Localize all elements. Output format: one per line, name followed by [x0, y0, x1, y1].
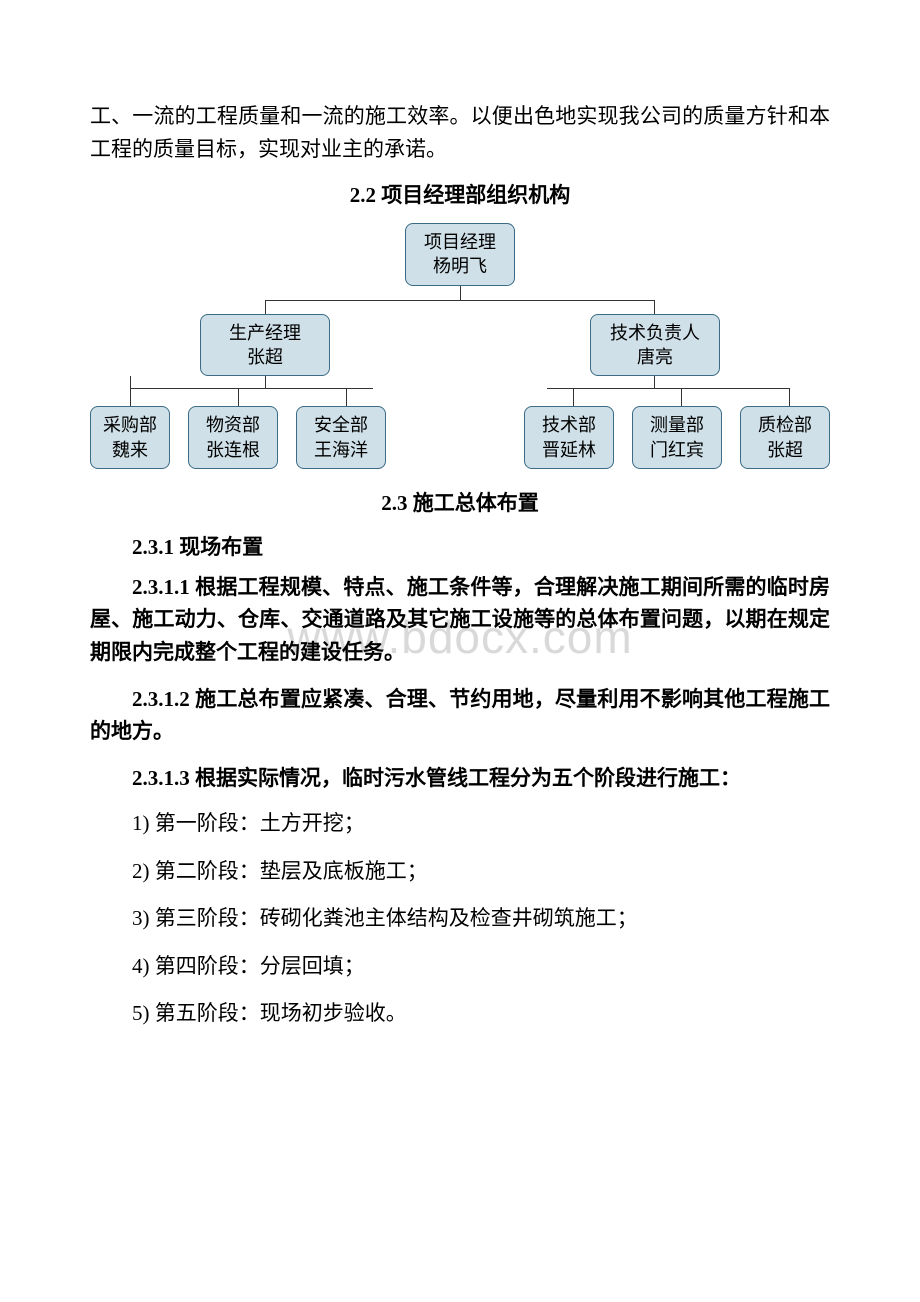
stage-item: 3) 第三阶段：砖砌化粪池主体结构及检查井砌筑施工；: [90, 903, 830, 935]
org-node-name: 门红宾: [637, 438, 717, 462]
org-connector: [90, 376, 830, 406]
para-2-3-1-3: 2.3.1.3 根据实际情况，临时污水管线工程分为五个阶段进行施工：: [90, 762, 830, 795]
section-2-2-title: 2.2 项目经理部组织机构: [90, 179, 830, 209]
org-node-leaf: 物资部 张连根: [188, 406, 278, 469]
org-node-leaf: 测量部 门红宾: [632, 406, 722, 469]
document-content: 工、一流的工程质量和一流的施工效率。以便出色地实现我公司的质量方针和本工程的质量…: [90, 100, 830, 1030]
para-2-3-1-2: 2.3.1.2 施工总布置应紧凑、合理、节约用地，尽量利用不影响其他工程施工的地…: [90, 683, 830, 748]
section-2-3-1-title: 2.3.1 现场布置: [90, 531, 830, 561]
para-2-3-1-1: 2.3.1.1 根据工程规模、特点、施工条件等，合理解决施工期间所需的临时房屋、…: [90, 571, 830, 669]
org-node-name: 杨明飞: [410, 254, 510, 278]
stage-item: 1) 第一阶段：土方开挖；: [90, 808, 830, 840]
org-node-leaf: 安全部 王海洋: [296, 406, 386, 469]
org-node-title: 技术部: [529, 413, 609, 437]
org-node-name: 晋延林: [529, 438, 609, 462]
para-text: 2.3.1.3 根据实际情况，临时污水管线工程分为五个阶段进行施工：: [132, 766, 741, 790]
org-node-name: 张超: [745, 438, 825, 462]
org-node-title: 物资部: [193, 413, 273, 437]
org-node-title: 质检部: [745, 413, 825, 437]
para-text: 2.3.1.2 施工总布置应紧凑、合理、节约用地，尽量利用不影响其他工程施工的地…: [90, 687, 830, 744]
org-node-title: 项目经理: [410, 230, 510, 254]
org-node-mid-right: 技术负责人 唐亮: [590, 314, 720, 377]
stage-item: 2) 第二阶段：垫层及底板施工；: [90, 856, 830, 888]
section-2-3-title: 2.3 施工总体布置: [90, 487, 830, 517]
org-node-name: 魏来: [95, 438, 165, 462]
org-node-title: 技术负责人: [595, 321, 715, 345]
org-node-title: 安全部: [301, 413, 381, 437]
org-node-leaf: 质检部 张超: [740, 406, 830, 469]
stage-item: 4) 第四阶段：分层回填；: [90, 951, 830, 983]
org-chart: 项目经理 杨明飞 生产经理 张超 技术负责人 唐亮: [90, 223, 830, 469]
org-node-leaf: 技术部 晋延林: [524, 406, 614, 469]
org-connector: [200, 286, 720, 314]
org-node-title: 采购部: [95, 413, 165, 437]
org-node-mid-left: 生产经理 张超: [200, 314, 330, 377]
para-text: 2.3.1.1 根据工程规模、特点、施工条件等，合理解决施工期间所需的临时房屋、…: [90, 575, 830, 664]
stage-item: 5) 第五阶段：现场初步验收。: [90, 998, 830, 1030]
org-node-root: 项目经理 杨明飞: [405, 223, 515, 286]
org-node-title: 生产经理: [205, 321, 325, 345]
org-node-name: 唐亮: [595, 345, 715, 369]
org-node-name: 张超: [205, 345, 325, 369]
intro-paragraph: 工、一流的工程质量和一流的施工效率。以便出色地实现我公司的质量方针和本工程的质量…: [90, 100, 830, 165]
org-node-name: 王海洋: [301, 438, 381, 462]
org-node-title: 测量部: [637, 413, 717, 437]
org-node-leaf: 采购部 魏来: [90, 406, 170, 469]
org-node-name: 张连根: [193, 438, 273, 462]
